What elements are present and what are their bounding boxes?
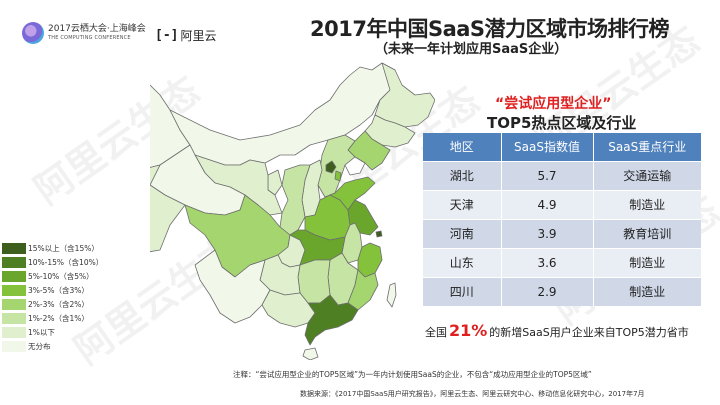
region-shanghai (375, 230, 383, 238)
legend-swatch (2, 271, 26, 283)
legend-swatch (2, 285, 26, 297)
legend-swatch (2, 299, 26, 311)
region-tibet (150, 164, 186, 253)
legend-label: 1%以下 (28, 328, 55, 338)
legend-swatch (2, 243, 26, 255)
legend-label: 10%-15%（含10%） (28, 258, 104, 268)
cell-index: 4.9 (501, 189, 594, 219)
cell-industry: 交通运输 (593, 160, 701, 190)
table-row: 山东 3.6 制造业 (423, 247, 701, 277)
legend-label: 15%以上（含15%） (28, 244, 99, 254)
legend-swatch (2, 313, 26, 325)
china-choropleth-map (150, 62, 435, 360)
region-taiwan (386, 282, 397, 308)
conference-logo: 2017云栖大会·上海峰会 THE COMPUTING CONFERENCE (22, 22, 146, 44)
column-header-region: 地区 (423, 133, 502, 161)
legend-item: 无分布 (2, 340, 103, 354)
cell-industry: 制造业 (593, 276, 701, 306)
page-subtitle: （未来一年计划应用SaaS企业） (375, 42, 568, 57)
region-shandong (329, 176, 376, 211)
cell-industry: 教育培训 (593, 218, 701, 248)
summary-suffix: 的新增SaaS用户企业来自TOP5潜力省市 (489, 326, 689, 339)
cell-region: 山东 (423, 247, 502, 277)
cell-index: 2.9 (501, 276, 594, 306)
table-row: 四川 2.9 制造业 (423, 276, 701, 306)
legend-label: 5%-10%（含5%） (28, 272, 94, 282)
table-row: 河南 3.9 教育培训 (423, 218, 701, 248)
region-zhejiang (357, 242, 383, 278)
cell-industry: 制造业 (593, 189, 701, 219)
legend-item: 3%-5%（含3%） (2, 284, 103, 298)
legend-label: 1%-2%（含1%） (28, 314, 89, 324)
conference-subtitle: THE COMPUTING CONFERENCE (48, 35, 131, 41)
region-beijing (325, 160, 337, 174)
aliyun-mark-icon: [-] (155, 28, 179, 43)
legend-item: 1%以下 (2, 326, 103, 340)
conference-logo-icon (22, 22, 44, 44)
region-heilongjiang (374, 62, 435, 128)
map-legend: 15%以上（含15%） 10%-15%（含10%） 5%-10%（含5%） 3%… (2, 242, 103, 354)
region-guangdong (304, 294, 359, 346)
table-row: 湖北 5.7 交通运输 (423, 160, 701, 190)
data-source: 数据来源：《2017中国SaaS用户研究报告》，阿里云生态、阿里云研究中心、移动… (300, 390, 645, 398)
legend-swatch (2, 341, 26, 353)
cell-index: 5.7 (501, 160, 594, 190)
cell-index: 3.6 (501, 247, 594, 277)
summary-text: 全国 21% 的新增SaaS用户企业来自TOP5潜力省市 (425, 321, 689, 340)
summary-prefix: 全国 (425, 326, 447, 339)
summary-percentage: 21% (449, 321, 488, 340)
region-hainan (302, 347, 319, 360)
column-header-index: SaaS指数值 (501, 133, 594, 161)
aliyun-logo: [-] 阿里云 (155, 27, 217, 44)
page-title: 2017年中国SaaS潜力区域市场排行榜 (310, 17, 670, 41)
legend-label: 3%-5%（含3%） (28, 286, 89, 296)
legend-label: 无分布 (28, 342, 51, 352)
footnote: 注释：“尝试应用型企业的TOP5区域”为一年内计划使用SaaS的企业，不包含“成… (233, 370, 592, 379)
cell-region: 湖北 (423, 160, 502, 190)
cell-region: 四川 (423, 276, 502, 306)
top5-table: 地区 SaaS指数值 SaaS重点行业 湖北 5.7 交通运输 天津 4.9 制… (423, 133, 701, 306)
conference-title: 2017云栖大会·上海峰会 (48, 24, 146, 34)
legend-swatch (2, 257, 26, 269)
cell-index: 3.9 (501, 218, 594, 248)
table-header-row: 地区 SaaS指数值 SaaS重点行业 (423, 133, 701, 161)
legend-item: 15%以上（含15%） (2, 242, 103, 256)
bohai-sea (344, 156, 366, 176)
cell-region: 天津 (423, 189, 502, 219)
legend-item: 2%-3%（含2%） (2, 298, 103, 312)
cell-region: 河南 (423, 218, 502, 248)
table-row: 天津 4.9 制造业 (423, 189, 701, 219)
column-header-industry: SaaS重点行业 (593, 133, 701, 161)
region-tianjin (334, 170, 342, 182)
legend-item: 10%-15%（含10%） (2, 256, 103, 270)
legend-swatch (2, 327, 26, 339)
panel-quote: “尝试应用型企业” (495, 96, 612, 112)
legend-item: 5%-10%（含5%） (2, 270, 103, 284)
cell-industry: 制造业 (593, 247, 701, 277)
panel-title: TOP5热点区域及行业 (487, 114, 637, 132)
aliyun-name: 阿里云 (180, 29, 217, 43)
region-jilin (364, 114, 416, 148)
legend-label: 2%-3%（含2%） (28, 300, 89, 310)
legend-item: 1%-2%（含1%） (2, 312, 103, 326)
